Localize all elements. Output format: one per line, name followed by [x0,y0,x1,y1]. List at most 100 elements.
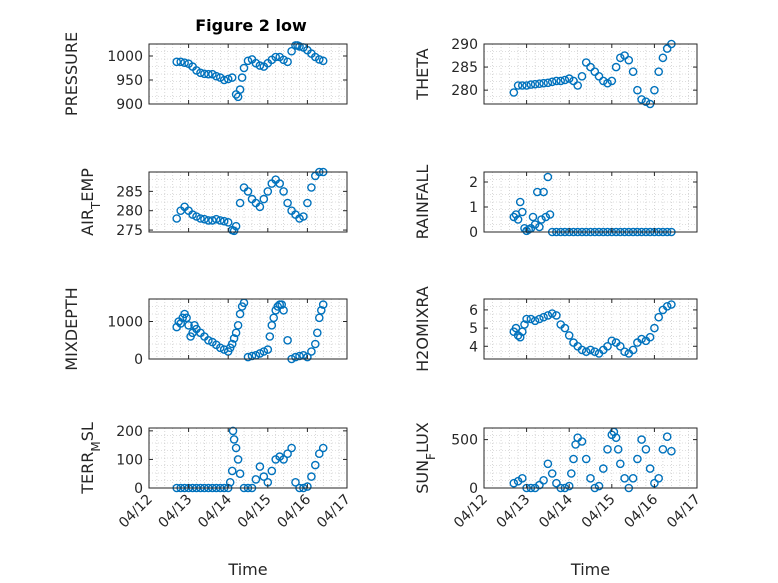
axes-box [148,43,348,105]
axes-box [483,171,698,233]
data-point [650,323,659,333]
data-point [215,216,225,225]
data-point [539,312,548,322]
data-point [662,44,672,53]
data-point [530,220,540,229]
data-point [231,221,241,231]
data-point [279,55,288,65]
data-point [577,72,587,81]
data-point [243,187,253,196]
data-point [184,320,193,330]
data-point [543,78,553,88]
data-point [243,56,253,66]
data-point [628,67,638,76]
data-point [560,323,570,333]
data-point [552,311,561,320]
data-point [577,437,587,446]
data-point [227,466,237,476]
data-point [291,477,300,487]
data-point [299,212,308,221]
data-point [255,462,265,471]
x-tick-label: 04/14 [195,491,235,531]
data-point [182,313,191,323]
data-point [594,72,604,81]
data-point [318,443,328,453]
data-point [513,215,523,224]
data-point [637,334,646,344]
y-tick-label: 1 [469,200,478,216]
data-point [235,85,245,94]
data-point [528,212,538,222]
data-point [607,76,617,86]
data-point [658,53,668,63]
grid [484,172,697,232]
data-point [537,215,546,224]
data-markers [172,41,328,102]
data-point [645,464,655,473]
data-point [229,226,239,236]
data-point [310,460,320,470]
y-tick-label: 285 [116,184,143,200]
data-point [318,56,328,66]
data-point [641,97,651,106]
data-point [283,335,292,345]
data-point [509,478,519,488]
data-point [287,46,296,56]
data-point [267,466,277,476]
data-point [233,320,243,330]
data-point [543,172,553,182]
data-point [180,58,189,68]
data-point [560,75,570,85]
data-point [283,449,292,459]
data-point [279,187,288,196]
data-point [586,345,595,355]
data-point [535,314,544,324]
data-point [204,216,213,225]
y-axis-label: TERRMSL [78,422,103,495]
data-point [229,334,239,343]
subplot-5: 0 1000 MIXDEPTH [62,287,348,371]
data-point [225,477,235,487]
data-point [641,444,651,454]
data-point [259,194,269,204]
data-point [586,62,595,72]
data-point [310,339,320,349]
data-markers [509,300,676,358]
y-axis-label: PRESSURE [62,32,81,116]
data-point [283,198,292,208]
y-tick-label: 900 [116,97,143,113]
data-point [219,345,229,354]
data-point [316,305,326,315]
data-point [515,197,525,207]
data-point [667,446,676,456]
data-point [303,482,312,491]
data-point [569,454,578,464]
y-tick-label: 0 [134,352,143,368]
data-point [273,302,283,311]
data-point [233,455,243,464]
data-point [603,444,612,454]
data-point [513,81,523,90]
data-point [303,352,312,362]
data-point [279,455,288,464]
data-point [620,51,629,60]
data-point [312,328,322,338]
data-point [556,76,566,86]
data-point [307,472,316,481]
data-point [515,332,525,342]
data-point [314,55,324,64]
data-point [535,79,544,88]
data-point [172,57,181,67]
subplot-8: 0 500 04/12 04/13 04/14 04/15 04/16 04/17 SUNFLU… [413,422,704,579]
data-point [539,78,548,88]
data-point [545,210,555,219]
data-point [259,347,269,356]
data-point [192,212,201,221]
y-tick-label: 280 [116,204,143,220]
data-point [259,472,269,481]
data-point [303,198,312,208]
y-tick-label: 4 [469,339,478,355]
data-point [279,305,288,315]
data-point [263,345,273,354]
data-point [611,433,621,443]
